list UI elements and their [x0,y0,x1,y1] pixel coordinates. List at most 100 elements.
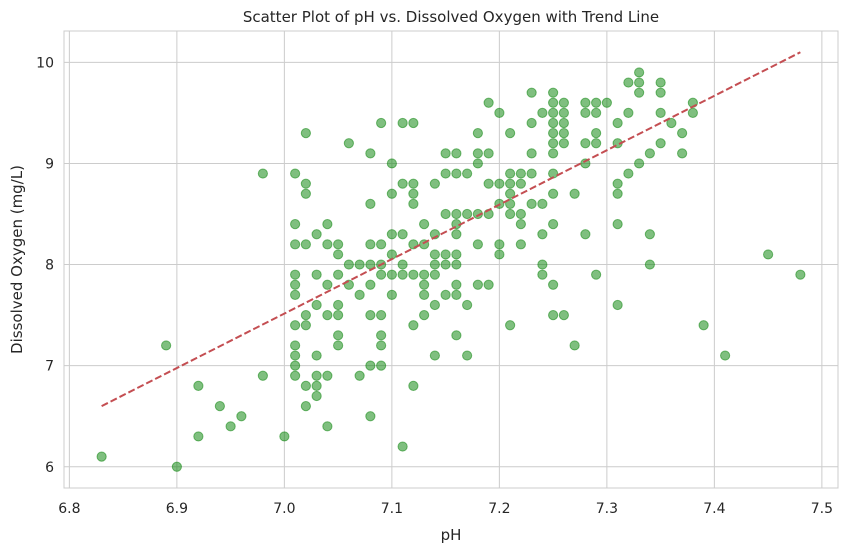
data-point [548,97,559,108]
data-point [419,269,430,280]
data-point [408,117,419,129]
data-point [526,168,537,179]
data-point [376,360,387,371]
data-point [193,380,204,391]
data-point [558,97,569,108]
data-point [429,350,440,361]
data-point [333,239,344,250]
data-point [386,229,397,240]
data-point [322,239,333,250]
data-point [462,350,473,361]
data-point [343,138,354,149]
data-point [505,178,516,189]
y-tick-label: 9 [45,156,54,172]
data-point [257,168,268,179]
data-point [634,67,645,78]
y-tick-label: 8 [45,258,54,274]
data-point [397,259,408,270]
data-point [515,168,526,179]
data-point [612,188,623,199]
data-point [763,249,774,260]
data-point [548,188,559,199]
data-point [483,178,494,189]
data-point [397,178,408,189]
data-point [548,219,559,230]
data-point [96,451,107,462]
data-point [311,390,322,402]
data-point [515,178,526,189]
y-tick-labels: 6 7 8 9 10 [36,55,54,475]
plot-area [63,30,839,489]
data-point [472,158,483,169]
data-point [548,279,559,290]
data-point [505,320,516,331]
data-point [322,370,333,381]
chart-title: Scatter Plot of pH vs. Dissolved Oxygen … [243,8,659,26]
data-point [365,279,376,290]
data-point [300,401,311,412]
data-point [548,128,559,139]
data-point [537,198,548,209]
data-point [365,198,376,209]
data-point [634,77,645,88]
data-point [408,380,419,391]
data-point [322,421,333,432]
data-point [515,208,526,220]
y-tick-label: 7 [45,359,54,375]
x-tick-label: 7.2 [488,501,510,517]
data-point [386,249,397,260]
data-point [548,87,559,98]
data-point [236,411,247,422]
x-tick-label: 6.8 [58,501,80,517]
data-point [623,77,634,88]
data-point [462,168,473,179]
data-point [171,461,182,472]
data-point [290,168,301,179]
data-point [612,178,623,189]
data-point [386,188,397,199]
data-point [354,370,365,381]
trend-line [101,51,801,407]
data-point [526,198,537,209]
data-point [322,279,333,290]
data-point [397,229,408,240]
data-point [365,411,376,422]
data-point [558,138,569,149]
data-point [655,87,666,98]
data-point [290,289,301,300]
data-point [451,279,462,290]
data-point [451,289,462,300]
data-point [526,117,537,129]
data-point [677,128,688,139]
data-point [569,188,580,199]
data-point [408,188,419,199]
data-point [451,249,462,260]
data-point [634,158,645,169]
data-point [558,310,569,321]
data-point [322,310,333,321]
data-point [290,320,301,331]
data-point [365,148,376,159]
data-points [96,67,806,472]
data-point [505,208,516,220]
data-point [591,138,602,149]
data-point [483,97,494,108]
y-axis-label: Dissolved Oxygen (mg/L) [8,165,26,354]
data-point [440,168,451,179]
data-point [548,117,559,129]
data-point [257,370,268,381]
data-point [472,148,483,159]
data-point [386,158,397,169]
x-tick-label: 7.4 [703,501,725,517]
data-point [440,208,451,220]
data-point [612,299,623,311]
data-point [300,128,311,139]
data-point [623,168,634,179]
data-point [397,441,408,452]
data-point [451,229,462,240]
x-tick-label: 7.0 [273,501,295,517]
data-point [300,239,311,250]
data-point [300,320,311,331]
data-point [537,107,548,118]
data-point [429,299,440,311]
